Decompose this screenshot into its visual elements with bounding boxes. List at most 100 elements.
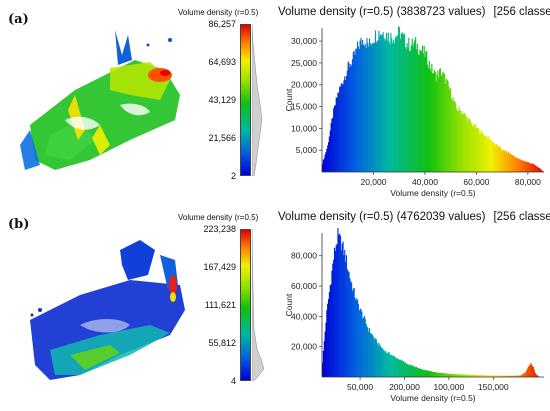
histogram-bar: [424, 57, 426, 173]
histogram-bar: [447, 373, 449, 377]
histogram-title-suffix: [256 classes]: [493, 6, 550, 18]
histogram-bar: [520, 375, 522, 377]
histogram-bar: [352, 52, 354, 172]
histogram-bar: [346, 70, 348, 172]
histogram-bar: [432, 73, 434, 172]
histogram-bar: [513, 156, 515, 172]
histogram-bar: [446, 79, 448, 172]
histogram-bar: [375, 42, 377, 172]
histogram-bar: [450, 88, 452, 172]
histogram-bar: [447, 80, 449, 172]
colorbar-mini-histogram: [252, 24, 263, 176]
histogram-bar: [392, 355, 394, 377]
histogram-bar: [326, 310, 328, 377]
histogram-bar: [525, 372, 527, 377]
histogram-bar: [493, 375, 495, 377]
y-tick-label: 40,000: [291, 311, 317, 321]
histogram-bar: [386, 32, 388, 172]
histogram-bar: [533, 164, 535, 172]
histogram-bar: [520, 160, 523, 172]
histogram-bar: [398, 27, 400, 173]
histogram-bar: [333, 247, 336, 377]
histogram-bar: [467, 121, 469, 172]
histogram-bar: [370, 45, 372, 172]
histogram-bar: [464, 374, 466, 377]
histogram-bar: [526, 161, 529, 172]
histogram-bar: [479, 133, 482, 172]
histogram-bar: [378, 345, 380, 377]
histogram-bar: [491, 375, 494, 377]
histogram-bar: [373, 337, 375, 377]
histogram-bar: [377, 342, 379, 377]
histogram-bar: [377, 40, 379, 172]
histogram-bar: [523, 161, 525, 172]
histogram-title: Volume density (r=0.5) (4762039 values) […: [278, 211, 550, 223]
histogram-bar: [336, 244, 338, 377]
histogram-bar: [373, 42, 375, 173]
y-tick-label: 80,000: [291, 251, 317, 261]
histogram-bar: [403, 33, 406, 172]
histogram-bar: [532, 163, 535, 172]
histogram-bar: [527, 366, 529, 377]
histogram-bar: [444, 73, 446, 172]
histogram-bar: [534, 372, 536, 377]
histogram-bar: [473, 374, 475, 377]
histogram-bar: [345, 255, 348, 377]
histogram-bar: [380, 347, 383, 377]
histogram-bar: [430, 371, 432, 377]
histogram-bar: [456, 111, 459, 172]
histogram-bar: [518, 158, 520, 172]
histogram-bar: [351, 282, 353, 377]
histogram-bar: [486, 375, 488, 377]
histogram-bar: [445, 78, 447, 172]
histogram-chart: 5,000 10,000 15,000 20,000 25,000 30,000 20,00…: [284, 26, 545, 198]
x-tick-label: 50,000: [347, 382, 373, 392]
histogram-bar: [451, 100, 453, 172]
histogram-bar: [413, 366, 415, 377]
histogram-bar: [504, 375, 506, 377]
histogram-bar: [376, 343, 378, 377]
histogram-bar: [448, 373, 450, 377]
histogram-bar: [348, 272, 350, 377]
histogram-bar: [458, 106, 460, 172]
histogram-bar: [505, 152, 507, 172]
histogram-bar: [390, 32, 392, 173]
histogram-bar: [344, 76, 346, 172]
histogram-bar: [533, 370, 535, 377]
histogram-bar: [346, 269, 348, 377]
histogram-bar: [473, 375, 476, 377]
histogram-bar: [522, 373, 524, 377]
histogram-bar: [403, 362, 406, 377]
histogram-bar: [363, 45, 365, 172]
histogram-bar: [491, 142, 493, 172]
histogram-bar: [394, 38, 396, 172]
y-tick-label: 60,000: [291, 281, 317, 291]
point-cloud-rendering: [20, 30, 180, 170]
histogram-bar: [426, 50, 428, 172]
histogram-bar: [419, 49, 421, 172]
histogram-bar: [443, 73, 445, 172]
histogram-bar: [366, 326, 368, 377]
histogram-bar: [504, 151, 506, 172]
histogram-bar: [505, 375, 507, 377]
histogram-bar: [420, 368, 422, 377]
histogram-bar: [416, 367, 418, 377]
histogram-bar: [365, 323, 367, 377]
histogram-bar: [503, 375, 506, 377]
histogram-bar: [411, 365, 413, 377]
histogram-bar: [460, 374, 462, 377]
histogram-bar: [382, 349, 384, 377]
histogram-bar: [523, 373, 525, 377]
histogram-bar: [360, 37, 362, 172]
histogram-bar: [535, 165, 537, 172]
histogram-bar: [469, 120, 471, 172]
histogram-bar: [347, 271, 349, 377]
histogram-bar: [469, 374, 471, 377]
histogram-bar: [479, 133, 481, 172]
x-axis-label: Volume density (r=0.5): [390, 393, 475, 403]
histogram-bar: [409, 50, 412, 172]
histogram-bar: [368, 331, 370, 377]
histogram-bar: [412, 365, 414, 377]
histogram-bar: [340, 250, 342, 377]
histogram-bar: [382, 32, 384, 173]
